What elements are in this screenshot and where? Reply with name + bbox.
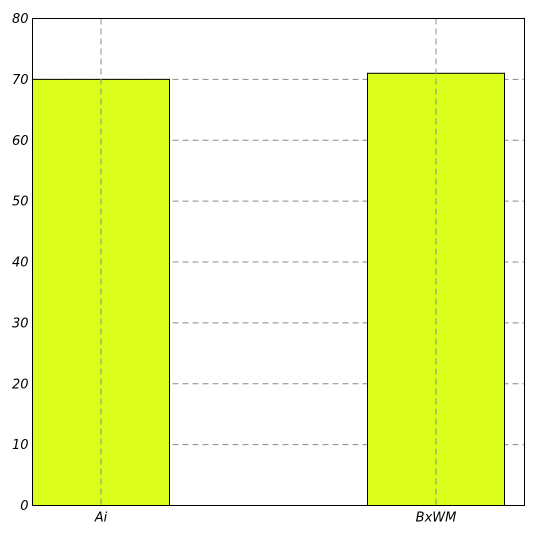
y-tick-label: 60: [12, 134, 29, 149]
y-tick-label: 0: [20, 499, 28, 514]
y-tick-label: 70: [12, 73, 29, 88]
y-tick-label: 80: [12, 12, 29, 27]
y-tick-label: 40: [12, 256, 29, 271]
y-tick-label: 50: [12, 195, 29, 210]
y-tick-label: 10: [12, 438, 29, 453]
x-tick-label: BxWM: [416, 511, 457, 526]
x-tick-labels: Ai BxWM: [94, 511, 457, 526]
vertical-grid-layer: [100, 18, 437, 506]
bar-layer: [32, 72, 505, 506]
plot-frame: [32, 18, 525, 506]
y-tick-label: 20: [12, 377, 29, 392]
x-tick-label: Ai: [94, 511, 108, 526]
y-tick-labels: 0 10 20 30 40 50 60 70 80: [12, 12, 29, 514]
y-tick-label: 30: [12, 316, 29, 331]
